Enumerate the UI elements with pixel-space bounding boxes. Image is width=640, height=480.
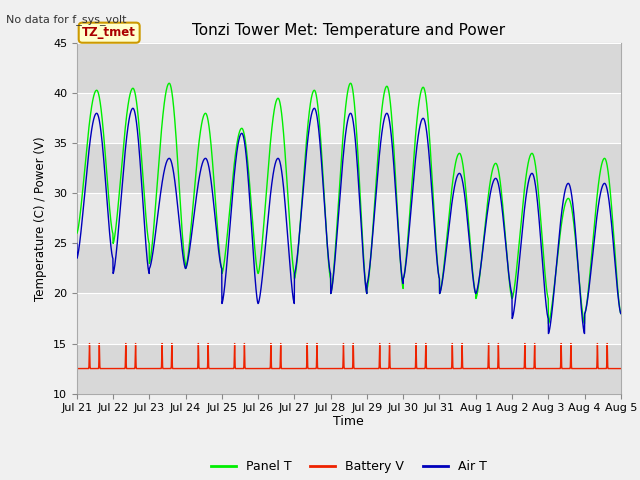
Bar xyxy=(77,243,621,293)
Y-axis label: Temperature (C) / Power (V): Temperature (C) / Power (V) xyxy=(35,136,47,300)
Title: Tonzi Tower Met: Temperature and Power: Tonzi Tower Met: Temperature and Power xyxy=(192,23,506,38)
Text: TZ_tmet: TZ_tmet xyxy=(82,26,136,39)
Bar xyxy=(77,144,621,193)
Legend: Panel T, Battery V, Air T: Panel T, Battery V, Air T xyxy=(206,456,492,479)
Text: No data for f_sys_volt: No data for f_sys_volt xyxy=(6,14,127,25)
Bar xyxy=(77,93,621,144)
X-axis label: Time: Time xyxy=(333,415,364,428)
Bar xyxy=(77,43,621,93)
Bar xyxy=(77,344,621,394)
Bar xyxy=(77,193,621,243)
Bar xyxy=(77,293,621,344)
